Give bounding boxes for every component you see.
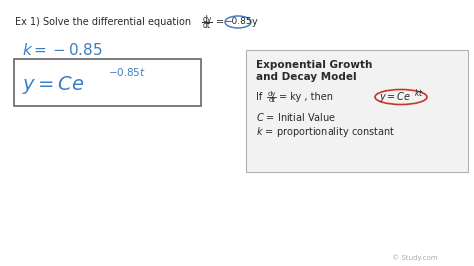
Text: dt: dt bbox=[268, 98, 275, 103]
Text: = ky , then: = ky , then bbox=[279, 92, 333, 102]
Text: $-0.85t$: $-0.85t$ bbox=[108, 66, 146, 78]
Text: dy: dy bbox=[268, 91, 276, 97]
Text: dt: dt bbox=[203, 21, 211, 30]
Text: y: y bbox=[252, 17, 258, 27]
Text: $k = -0.85$: $k = -0.85$ bbox=[22, 42, 102, 58]
Text: Exponential Growth: Exponential Growth bbox=[256, 60, 373, 70]
Text: =: = bbox=[216, 17, 224, 27]
Text: $kt$: $kt$ bbox=[414, 86, 424, 98]
Text: $k$ = proportionality constant: $k$ = proportionality constant bbox=[256, 125, 395, 139]
Text: Ex 1) Solve the differential equation: Ex 1) Solve the differential equation bbox=[15, 17, 191, 27]
Text: © Study.com: © Study.com bbox=[392, 255, 438, 261]
Text: dy: dy bbox=[202, 15, 212, 23]
Text: $y = Ce$: $y = Ce$ bbox=[379, 90, 411, 104]
Text: $y = Ce$: $y = Ce$ bbox=[22, 74, 85, 96]
FancyBboxPatch shape bbox=[14, 59, 201, 106]
Text: −0.85: −0.85 bbox=[224, 18, 252, 27]
Text: and Decay Model: and Decay Model bbox=[256, 72, 356, 82]
Text: $C$ = Initial Value: $C$ = Initial Value bbox=[256, 111, 336, 123]
FancyBboxPatch shape bbox=[246, 50, 468, 172]
Text: If: If bbox=[256, 92, 265, 102]
